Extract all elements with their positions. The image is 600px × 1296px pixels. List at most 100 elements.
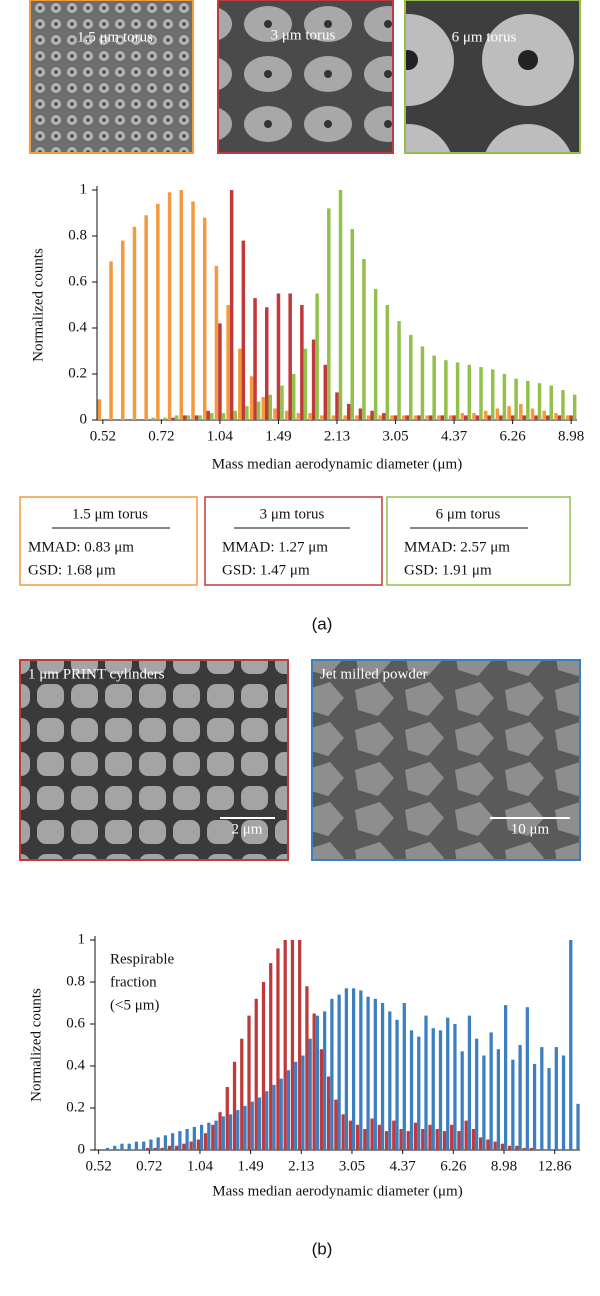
bar xyxy=(167,192,172,420)
bar xyxy=(214,1120,218,1150)
bar xyxy=(402,1003,406,1150)
image-label: 3 μm torus xyxy=(271,27,336,43)
bar xyxy=(502,374,507,420)
bar xyxy=(475,1038,479,1150)
legend-text: MMAD: 0.83 μm xyxy=(28,539,134,555)
bar xyxy=(343,415,347,420)
bar xyxy=(482,1055,486,1150)
bar xyxy=(417,415,421,420)
bar xyxy=(522,415,527,420)
bar xyxy=(495,408,500,420)
bar xyxy=(438,1030,443,1150)
bar xyxy=(249,376,254,420)
bar xyxy=(522,1147,526,1150)
bar xyxy=(338,190,343,420)
bar xyxy=(569,940,573,1150)
x-tick-label: 0.52 xyxy=(85,1158,111,1174)
bar xyxy=(308,413,312,420)
bar xyxy=(401,415,406,420)
x-tick-label: 6.26 xyxy=(440,1158,467,1174)
y-tick-label: 0 xyxy=(80,411,88,427)
legend-text: MMAD: 2.57 μm xyxy=(404,539,510,555)
bar xyxy=(315,1015,320,1150)
x-tick-label: 1.04 xyxy=(187,1158,214,1174)
bar xyxy=(311,339,316,420)
bar xyxy=(127,1143,131,1150)
bar xyxy=(209,413,214,420)
legend-title: 1.5 μm torus xyxy=(72,506,148,522)
bar xyxy=(444,360,448,420)
bar xyxy=(109,261,113,420)
bar xyxy=(202,217,207,420)
bar xyxy=(330,998,334,1150)
bar xyxy=(327,208,331,420)
bar xyxy=(510,415,515,420)
bar xyxy=(211,1124,215,1150)
bar xyxy=(358,408,363,420)
bar xyxy=(542,410,546,420)
bar xyxy=(503,1005,508,1150)
bar xyxy=(518,1045,522,1150)
bar xyxy=(319,1049,324,1150)
bar xyxy=(226,305,230,420)
bar xyxy=(179,190,184,420)
bar xyxy=(196,1139,200,1150)
bar xyxy=(499,415,503,420)
bar xyxy=(261,397,265,420)
bar xyxy=(561,1055,566,1150)
bar xyxy=(519,403,523,420)
bar xyxy=(178,1131,182,1150)
x-tick-label: 0.72 xyxy=(148,428,174,444)
bar xyxy=(194,415,199,420)
bar xyxy=(511,1059,515,1150)
bar xyxy=(167,1145,172,1150)
bar xyxy=(471,1129,476,1150)
bar xyxy=(335,392,339,420)
bar xyxy=(545,415,550,420)
bar xyxy=(346,403,351,420)
bar xyxy=(257,1097,262,1150)
bar xyxy=(171,417,175,420)
bar xyxy=(134,1141,139,1150)
bar xyxy=(229,190,234,420)
bar xyxy=(397,321,401,420)
bar xyxy=(417,1036,421,1150)
bar xyxy=(442,1131,447,1150)
y-tick-label: 0.2 xyxy=(68,365,87,381)
bar xyxy=(199,1124,204,1150)
bar xyxy=(182,1143,186,1150)
bar xyxy=(388,1011,392,1150)
bar xyxy=(331,415,336,420)
x-axis-label: Mass median aerodynamic diameter (μm) xyxy=(212,456,462,472)
bar xyxy=(344,988,348,1150)
bar xyxy=(250,1101,254,1150)
bar xyxy=(534,415,538,420)
bar xyxy=(121,240,125,420)
bar xyxy=(183,415,187,420)
bar xyxy=(452,415,456,420)
sem-image xyxy=(404,0,581,154)
x-tick-label: 1.49 xyxy=(265,428,291,444)
bar xyxy=(253,298,257,420)
bar xyxy=(392,1120,396,1150)
legend-title: 6 μm torus xyxy=(436,506,501,522)
bar xyxy=(507,406,511,420)
bar xyxy=(380,1003,385,1150)
bar xyxy=(241,240,246,420)
bar xyxy=(455,362,460,420)
bar xyxy=(174,415,179,420)
bar xyxy=(337,994,341,1150)
y-tick-label: 1 xyxy=(80,181,88,197)
bar xyxy=(273,408,277,420)
bar xyxy=(228,1114,233,1150)
bar xyxy=(268,394,273,420)
bar xyxy=(515,1145,519,1150)
bar xyxy=(385,305,390,420)
bar xyxy=(486,1139,490,1150)
bar xyxy=(303,348,308,420)
y-tick-label: 0.8 xyxy=(66,973,85,989)
legend-text: GSD: 1.68 μm xyxy=(28,562,116,578)
bar xyxy=(370,1118,374,1150)
bar xyxy=(240,1038,244,1150)
